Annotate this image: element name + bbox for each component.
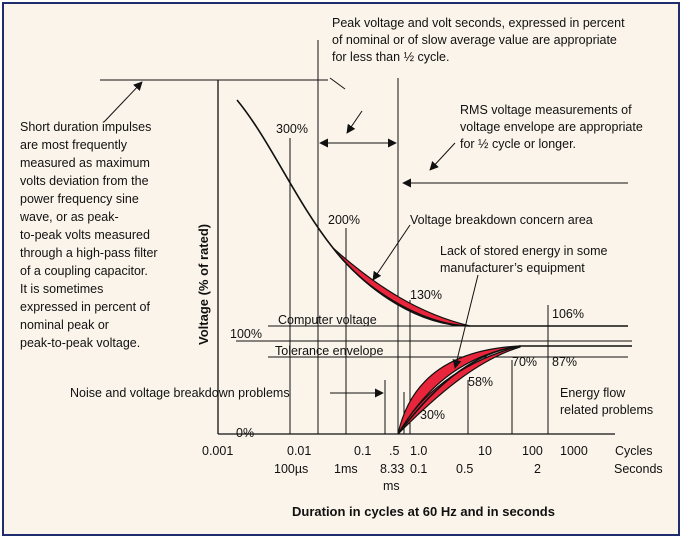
- label-106: 106%: [552, 307, 584, 321]
- second-unit: Seconds: [614, 462, 663, 476]
- tolerance-envelope-label: Tolerance envelope: [275, 344, 383, 358]
- rms-arrow: [429, 142, 456, 171]
- cycle-tick-10: 10: [478, 444, 492, 458]
- cycle-tick-0001: 0.001: [202, 444, 233, 458]
- energy-flow-label: Energy flow related problems: [560, 386, 653, 417]
- noise-problems-label: Noise and voltage breakdown problems: [70, 386, 290, 400]
- second-tick-2: 2: [534, 462, 541, 476]
- label-58: 58%: [468, 375, 493, 389]
- y-axis-title: Voltage (% of rated): [196, 224, 211, 345]
- label-200: 200%: [328, 213, 360, 227]
- impulse-arrow: [103, 81, 143, 123]
- upper-tolerance-curve: [236, 99, 628, 327]
- stored-energy-label: Lack of stored energy in some manufactur…: [440, 244, 611, 275]
- second-tick-1ms: 1ms: [334, 462, 358, 476]
- second-tick-833: 8.33: [380, 462, 404, 476]
- breakdown-area-arrow: [372, 224, 411, 281]
- stored-energy-arrow: [452, 274, 479, 369]
- y-tick-100: 100%: [230, 327, 262, 341]
- stored-energy-region-fill: [397, 345, 521, 435]
- cycle-tick-1: 1.0: [410, 444, 427, 458]
- cycle-tick-001: 0.01: [287, 444, 311, 458]
- second-tick-05: 0.5: [456, 462, 473, 476]
- rms-note: RMS voltage measurements of voltage enve…: [460, 103, 646, 151]
- label-300: 300%: [276, 122, 308, 136]
- y-tick-0: 0%: [236, 426, 254, 440]
- cycle-unit: Cycles: [615, 444, 653, 458]
- label-70: 70%: [512, 355, 537, 369]
- cycle-tick-01: 0.1: [354, 444, 371, 458]
- impulse-note: Short duration impulses are most frequen…: [19, 120, 161, 350]
- cycle-tick-100: 100: [522, 444, 543, 458]
- cycle-tick-05: .5: [389, 444, 399, 458]
- peak-arrow: [346, 110, 363, 134]
- lower-tolerance-curve: [397, 345, 632, 435]
- peak-note: Peak voltage and volt seconds, expressed…: [332, 16, 628, 64]
- cycle-tick-1000: 1000: [560, 444, 588, 458]
- breakdown-area-label: Voltage breakdown concern area: [410, 213, 593, 227]
- x-axis-title: Duration in cycles at 60 Hz and in secon…: [292, 504, 555, 519]
- label-130: 130%: [410, 288, 442, 302]
- second-tick-ms: ms: [383, 479, 400, 493]
- computer-voltage-label: Computer voltage: [278, 313, 377, 327]
- second-tick-01: 0.1: [410, 462, 427, 476]
- second-tick-100us: 100µs: [274, 462, 308, 476]
- peak-leader: [329, 77, 346, 90]
- label-87: 87%: [552, 355, 577, 369]
- label-30: 30%: [420, 408, 445, 422]
